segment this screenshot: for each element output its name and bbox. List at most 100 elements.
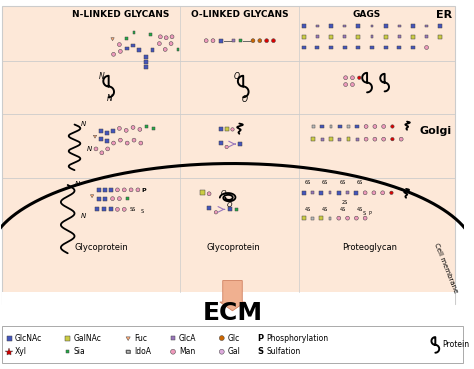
Circle shape	[355, 216, 358, 220]
Text: ER: ER	[436, 10, 452, 20]
Bar	[311, 137, 315, 141]
Text: Glycoprotein: Glycoprotein	[75, 244, 129, 252]
Bar	[397, 45, 401, 49]
Bar	[319, 191, 323, 195]
Text: GalNAc: GalNAc	[73, 334, 101, 342]
Circle shape	[219, 349, 224, 354]
Bar	[144, 55, 148, 59]
Circle shape	[170, 35, 174, 39]
Circle shape	[164, 36, 168, 40]
Circle shape	[363, 216, 367, 220]
Text: 6S: 6S	[357, 180, 364, 185]
Circle shape	[116, 207, 119, 211]
Bar	[2, 292, 455, 333]
Circle shape	[214, 211, 218, 214]
Circle shape	[390, 191, 393, 194]
Bar	[137, 48, 141, 52]
Circle shape	[116, 188, 119, 192]
Text: SS: SS	[130, 207, 136, 212]
Text: N: N	[87, 146, 92, 152]
Circle shape	[251, 39, 255, 42]
Bar	[103, 188, 107, 192]
Bar	[99, 137, 103, 141]
Bar	[228, 207, 231, 211]
Circle shape	[357, 76, 361, 79]
Circle shape	[344, 83, 347, 86]
Bar	[438, 24, 442, 28]
Circle shape	[350, 76, 355, 80]
Bar	[355, 191, 358, 195]
Bar	[102, 207, 106, 211]
Text: O: O	[233, 72, 239, 81]
Text: Sulfation: Sulfation	[267, 347, 301, 356]
Circle shape	[391, 125, 394, 128]
Text: S: S	[363, 211, 366, 216]
Bar	[99, 130, 103, 133]
Bar	[109, 207, 112, 211]
Bar	[219, 127, 223, 131]
Circle shape	[207, 192, 211, 196]
Text: 4S: 4S	[304, 207, 311, 212]
Text: P: P	[141, 188, 146, 193]
Bar	[329, 45, 333, 49]
Text: N: N	[99, 72, 105, 81]
Bar	[337, 191, 341, 195]
Bar	[105, 139, 109, 143]
Text: 6S: 6S	[322, 180, 328, 185]
Bar	[370, 45, 374, 49]
Circle shape	[272, 39, 275, 42]
Circle shape	[129, 188, 133, 192]
Circle shape	[122, 188, 126, 192]
Bar	[411, 45, 415, 49]
Text: O: O	[227, 203, 232, 208]
Bar	[320, 124, 324, 128]
Circle shape	[118, 138, 122, 142]
Circle shape	[382, 137, 385, 141]
Circle shape	[425, 45, 428, 49]
Bar	[411, 35, 415, 39]
Bar	[200, 190, 205, 195]
Circle shape	[364, 137, 368, 141]
Bar	[219, 141, 223, 145]
Circle shape	[110, 197, 115, 201]
Text: S: S	[140, 209, 143, 214]
Text: Xyl: Xyl	[15, 347, 27, 356]
Text: P: P	[369, 211, 372, 216]
Circle shape	[125, 141, 129, 145]
Circle shape	[344, 76, 347, 80]
Bar	[302, 24, 306, 28]
Text: Glc: Glc	[228, 334, 240, 342]
Text: P: P	[258, 334, 264, 342]
Bar	[207, 206, 211, 210]
Circle shape	[346, 216, 349, 220]
Bar	[302, 191, 306, 195]
Text: 4S: 4S	[357, 207, 364, 212]
Bar	[95, 207, 99, 211]
Bar	[329, 35, 333, 39]
Circle shape	[211, 39, 215, 42]
Circle shape	[350, 83, 355, 86]
Circle shape	[124, 128, 128, 132]
Circle shape	[337, 216, 341, 220]
Bar	[411, 24, 415, 28]
Bar	[338, 124, 342, 128]
Circle shape	[372, 191, 376, 195]
Circle shape	[391, 137, 394, 141]
Text: O: O	[241, 95, 247, 104]
Text: GAGS: GAGS	[353, 10, 381, 20]
Circle shape	[204, 39, 208, 42]
Bar	[2, 327, 463, 363]
Bar	[7, 336, 12, 341]
Text: 4S: 4S	[322, 207, 328, 212]
Text: GlcA: GlcA	[179, 334, 196, 342]
Text: Protein: Protein	[442, 341, 469, 349]
Bar	[346, 137, 350, 141]
Circle shape	[118, 49, 122, 54]
Text: 6S: 6S	[339, 180, 346, 185]
Text: N: N	[75, 181, 80, 187]
Text: Fuc: Fuc	[134, 334, 147, 342]
Bar	[109, 188, 112, 192]
Circle shape	[111, 52, 116, 56]
Bar	[238, 142, 242, 146]
Circle shape	[171, 349, 175, 354]
